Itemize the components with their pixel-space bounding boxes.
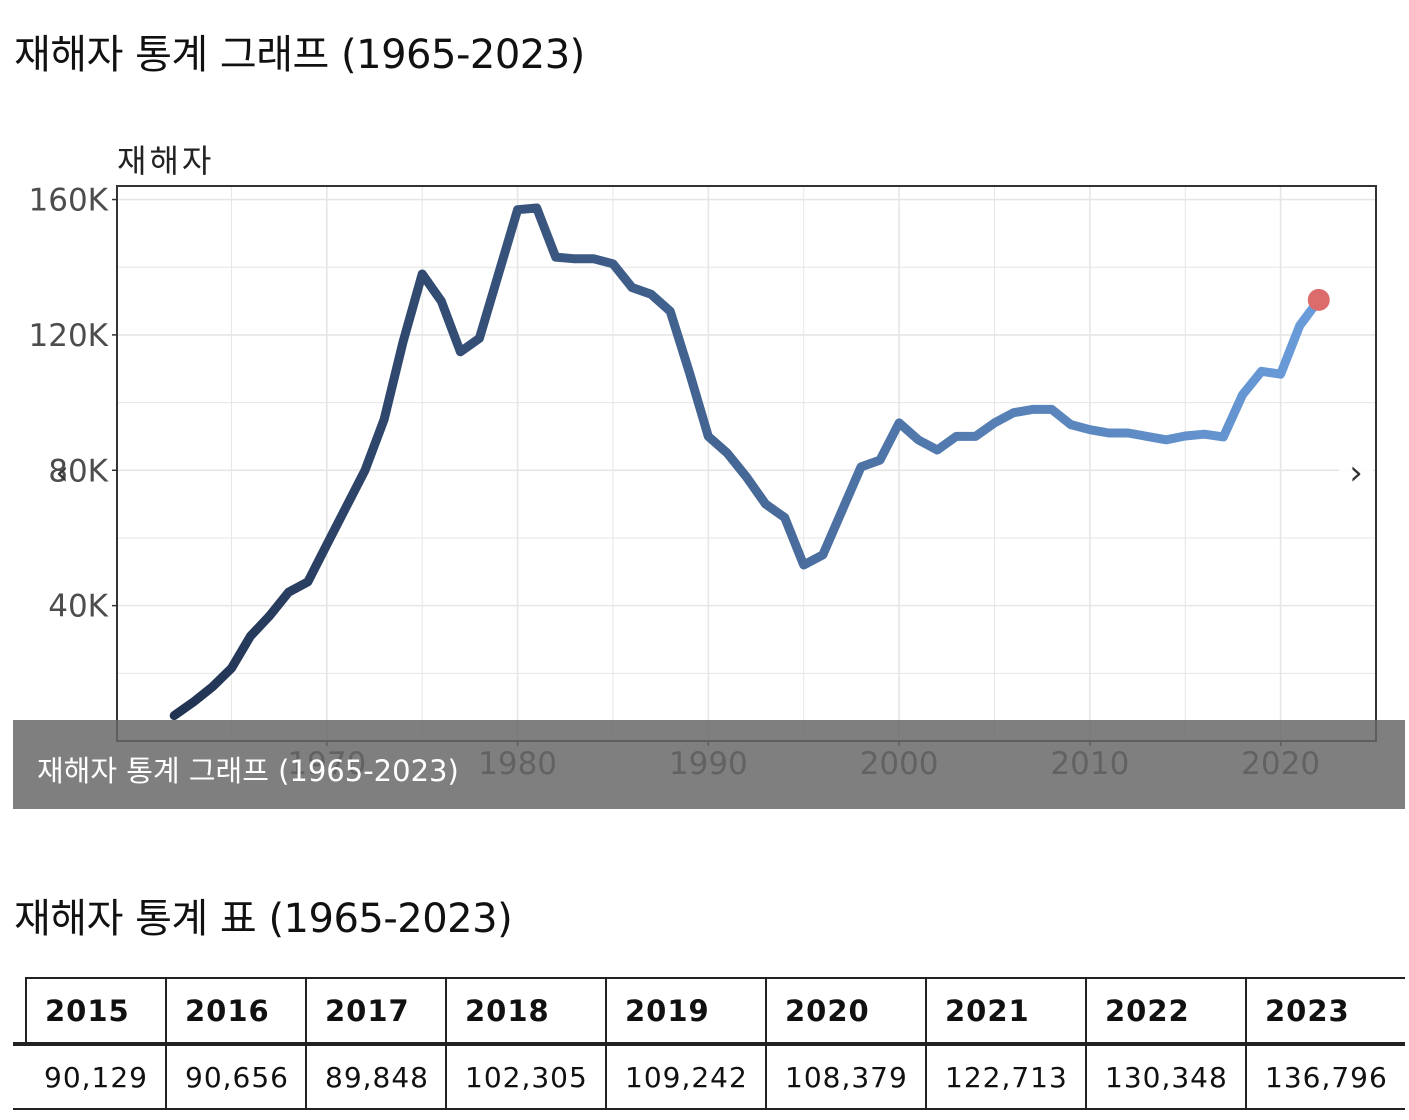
chart-carousel: 40K80K120K160K197019801990200020102020 재…: [13, 120, 1405, 810]
table-cell-value: 136,796: [1245, 1044, 1405, 1110]
table-header-year: 2020: [765, 977, 926, 1046]
table-header-year: 2015: [25, 977, 166, 1046]
table-header-year: 2016: [165, 977, 306, 1046]
graph-section-title: 재해자 통계 그래프 (1965-2023): [14, 32, 585, 78]
prev-slide-button[interactable]: ‹: [45, 443, 79, 503]
plot-panel-border: [116, 185, 1377, 742]
caption-text: 재해자 통계 그래프 (1965-2023): [37, 754, 459, 788]
y-axis-label: 재해자: [117, 142, 214, 180]
next-slide-button[interactable]: ›: [1339, 443, 1373, 503]
highlight-data-point: [1307, 288, 1330, 311]
y-tick-label: 80K: [48, 453, 108, 489]
table-cell-value: 102,305: [445, 1044, 606, 1110]
table-cell-value: 89,848: [305, 1044, 446, 1110]
table-cell-value: 109,242: [605, 1044, 766, 1110]
table-spacer-cell: [13, 978, 26, 1046]
table-cell-value: 108,379: [765, 1044, 926, 1110]
table-header-row: 2015 2016 2017 2018 2019 2020 2021 2022 2023: [13, 977, 1405, 1046]
chevron-right-icon: ›: [1349, 453, 1363, 493]
table-section-title: 재해자 통계 표 (1965-2023): [14, 896, 513, 942]
y-tick-label: 40K: [48, 589, 108, 625]
table-header-year: 2018: [445, 977, 606, 1046]
y-tick-label: 120K: [29, 318, 109, 354]
y-tick-label: 160K: [29, 183, 109, 219]
table-header-year: 2017: [305, 977, 446, 1046]
caption-bar: 재해자 통계 그래프 (1965-2023): [13, 720, 1405, 809]
chevron-left-icon: ‹: [55, 453, 69, 493]
table-header-year: 2022: [1085, 977, 1246, 1046]
table-row: 90,129 90,656 89,848 102,305 109,242 108,379 1…: [13, 1044, 1405, 1110]
table-cell-value: 122,713: [925, 1044, 1086, 1110]
data-series-line: [169, 203, 1324, 721]
table-header-year: 2023: [1245, 977, 1405, 1046]
table-header-year: 2021: [925, 977, 1086, 1046]
table-cell-value: 90,656: [165, 1044, 306, 1110]
table-cell-value: 130,348: [1085, 1044, 1246, 1110]
table-header-year: 2019: [605, 977, 766, 1046]
line-chart: 40K80K120K160K197019801990200020102020 재…: [29, 142, 1377, 782]
table-cell-value: 90,129: [13, 1044, 166, 1110]
stats-table: 2015 2016 2017 2018 2019 2020 2021 2022 2023 90,…: [13, 977, 1405, 1110]
